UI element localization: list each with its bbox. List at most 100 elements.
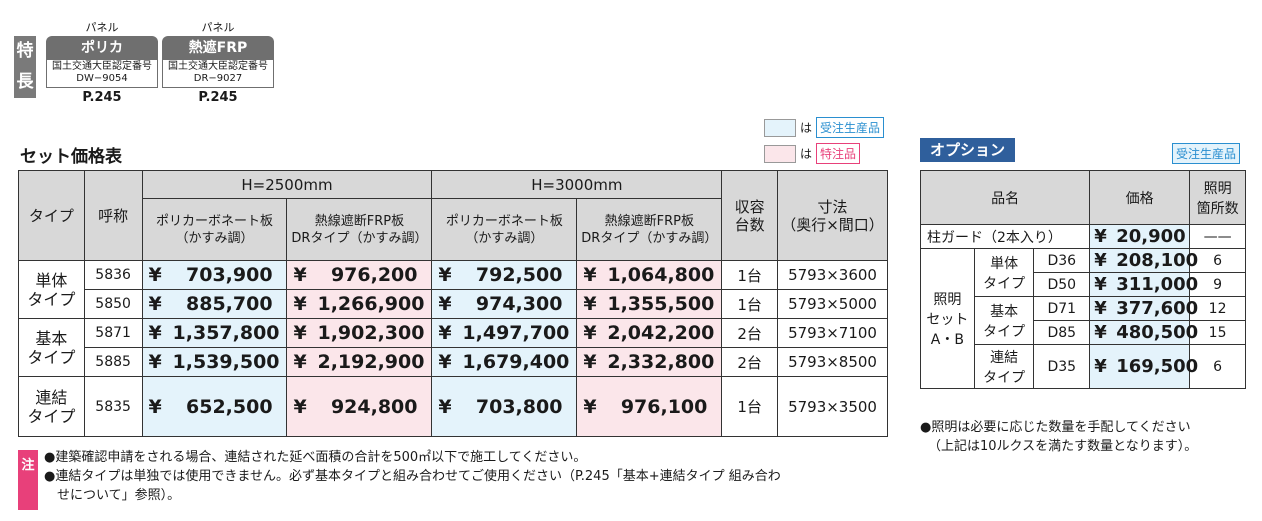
- code-cell: 5885: [83, 347, 143, 377]
- option-table: 品名 価格 照明 箇所数 柱ガード（2本入り） ¥20,900 —— 照明 セッ…: [919, 170, 1246, 389]
- qty-cell: 1台: [721, 289, 779, 319]
- header-h2500: H=2500mm: [141, 170, 433, 199]
- yen-sign: ¥: [583, 264, 597, 286]
- price-value: 924,800: [330, 395, 418, 418]
- header-dim-1: 寸法: [817, 197, 848, 216]
- dim-cell: 5793×3500: [777, 376, 888, 437]
- header-qty-1: 収容: [734, 197, 765, 216]
- price-value: 792,500: [475, 264, 563, 286]
- badge-cert: 国土交通大臣認定番号 DW−9054: [46, 60, 158, 88]
- notes-block: ●建築確認申請をされる場合、連結された延べ面積の合計を500㎡以下で施工してくだ…: [44, 448, 894, 505]
- note-line: ●建築確認申請をされる場合、連結された延べ面積の合計を500㎡以下で施工してくだ…: [44, 450, 587, 465]
- badge-name: 熱遮FRP: [162, 36, 274, 60]
- price-cell: ¥976,200: [286, 260, 433, 290]
- yen-sign: ¥: [438, 322, 452, 344]
- price-value: 974,300: [475, 293, 563, 315]
- price-value: 480,500: [1116, 322, 1199, 343]
- header-dim-2: （奥行×間口）: [781, 215, 884, 234]
- header-dim: 寸法 （奥行×間口）: [777, 170, 888, 261]
- yen-sign: ¥: [1094, 226, 1107, 247]
- option-note-line: （上記は10ルクスを満たす数量となります）。: [928, 439, 1198, 454]
- yen-sign: ¥: [438, 264, 452, 286]
- option-title: オプション: [920, 138, 1016, 162]
- light-count: 15: [1189, 320, 1246, 345]
- badge-page-ref: P.245: [82, 90, 122, 105]
- light-count: 9: [1189, 272, 1246, 297]
- dim-cell: 5793×8500: [777, 347, 888, 377]
- price-table-title: セット価格表: [20, 147, 122, 167]
- code-cell: 5850: [83, 289, 143, 319]
- price-value: 703,800: [475, 395, 563, 418]
- yen-sign: ¥: [438, 293, 452, 315]
- light-code: D71: [1033, 296, 1091, 321]
- table-row: 連結 タイプ D35 ¥169,500 6: [921, 344, 1246, 389]
- price-value: 1,679,400: [462, 351, 570, 373]
- yen-sign: ¥: [583, 322, 597, 344]
- type-label-2: タイプ: [27, 289, 76, 309]
- table-row: 単体 タイプ 5836 ¥703,900 ¥976,200 ¥792,500 ¥…: [18, 260, 888, 319]
- opt-header-name: 品名: [919, 170, 1091, 225]
- legend-swatch-blue: [764, 118, 796, 137]
- features-label-2: 長: [16, 72, 34, 92]
- yen-sign: ¥: [293, 293, 307, 315]
- price-value: 1,902,300: [317, 322, 425, 344]
- cert-number: DR−9027: [193, 73, 243, 84]
- yen-sign: ¥: [148, 351, 162, 373]
- header-poly-3000: ポリカーボネート板 （かすみ調）: [431, 198, 578, 261]
- yen-sign: ¥: [293, 264, 307, 286]
- light-count: 12: [1189, 296, 1246, 321]
- yen-sign: ¥: [438, 395, 452, 418]
- price-cell: ¥1,902,300: [286, 318, 433, 348]
- header-poly-2500: ポリカーボネート板 （かすみ調）: [141, 198, 288, 261]
- yen-sign: ¥: [148, 264, 162, 286]
- price-value: 1,355,500: [607, 293, 715, 315]
- opt-header-light: 照明 箇所数: [1189, 170, 1246, 225]
- price-value: 208,100: [1116, 250, 1199, 271]
- header-frp-2: DRタイプ（かすみ調）: [291, 230, 428, 246]
- price-table: タイプ 呼称 H=2500mm H=3000mm 収容 台数 寸法 （奥行×間口…: [18, 170, 888, 437]
- table-row: D85 ¥480,500 15: [921, 320, 1246, 345]
- header-frp-2500: 熱線遮断FRP板 DRタイプ（かすみ調）: [286, 198, 433, 261]
- badge-page-ref: P.245: [198, 90, 238, 105]
- table-row: 連結 タイプ 5835 ¥652,500 ¥924,800 ¥703,800 ¥…: [18, 376, 888, 437]
- code-cell: 5835: [83, 376, 143, 437]
- option-made-to-order-tag: 受注生産品: [1172, 143, 1241, 164]
- price-value: 652,500: [186, 395, 273, 418]
- price-value: 2,332,800: [607, 351, 715, 373]
- price-cell: ¥1,357,800: [141, 318, 288, 348]
- cert-label: 国土交通大臣認定番号: [52, 61, 152, 72]
- guard-name: 柱ガード（2本入り）: [919, 224, 1091, 249]
- price-cell: ¥792,500: [431, 260, 578, 290]
- light-code: D85: [1033, 320, 1091, 345]
- header-frp-1: 熱線遮断FRP板: [314, 213, 405, 229]
- price-cell: ¥1,355,500: [576, 289, 723, 319]
- price-value: 976,200: [330, 264, 418, 286]
- yen-sign: ¥: [438, 351, 452, 373]
- badge-cert: 国土交通大臣認定番号 DR−9027: [162, 60, 274, 88]
- dim-cell: 5793×5000: [777, 289, 888, 319]
- type-label-1: 連結: [35, 387, 68, 407]
- light-type-1: 基本: [990, 303, 1019, 320]
- qty-cell: 1台: [721, 376, 779, 437]
- light-label-2: セット: [926, 311, 969, 328]
- price-cell: ¥2,042,200: [576, 318, 723, 348]
- option-notes: ●照明は必要に応じた数量を手配してください （上記は10ルクスを満たす数量となり…: [920, 418, 1260, 456]
- yen-sign: ¥: [583, 395, 597, 418]
- price-value: 1,357,800: [172, 322, 280, 344]
- note-tag: 注: [18, 450, 38, 510]
- yen-sign: ¥: [583, 351, 597, 373]
- price-value: 703,900: [186, 264, 273, 286]
- yen-sign: ¥: [1094, 274, 1107, 295]
- price-value: 885,700: [186, 293, 273, 315]
- note-line: ●連結タイプは単独では使用できません。必ず基本タイプと組み合わせてご使用ください…: [44, 469, 781, 484]
- light-set-label: 照明 セット A・B: [920, 248, 975, 389]
- price-value: 1,497,700: [462, 322, 570, 344]
- price-cell: ¥652,500: [141, 376, 288, 437]
- badge-polycarbonate: パネル ポリカ 国土交通大臣認定番号 DW−9054 P.245: [46, 20, 158, 105]
- header-frp-2: DRタイプ（かすみ調）: [581, 230, 718, 246]
- light-code: D35: [1033, 344, 1091, 389]
- table-row: 基本 タイプ 5871 ¥1,357,800 ¥1,902,300 ¥1,497…: [18, 318, 888, 377]
- yen-sign: ¥: [583, 293, 597, 315]
- legend-text: は: [800, 121, 813, 135]
- yen-sign: ¥: [1094, 322, 1107, 343]
